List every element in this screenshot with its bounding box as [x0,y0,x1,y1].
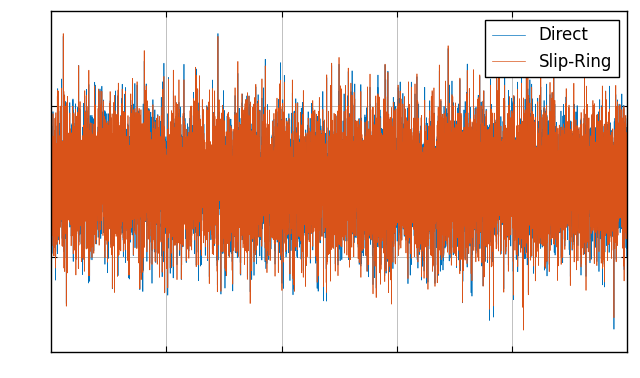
Direct [71,167,79,171]
Direct [82,196,90,200]
Slip-Ring [47,163,55,167]
Slip-Ring [520,328,527,332]
Slip-Ring [60,31,67,36]
Direct [50,206,58,211]
Direct [47,160,55,165]
Direct [593,164,600,168]
Direct [610,327,618,332]
Slip-Ring [82,179,90,183]
Legend: Direct, Slip-Ring: Direct, Slip-Ring [486,20,619,77]
Direct [329,155,337,160]
Direct [160,181,168,186]
Slip-Ring [329,135,337,140]
Slip-Ring [71,220,79,225]
Line: Direct: Direct [51,34,627,329]
Slip-Ring [593,113,600,118]
Slip-Ring [50,199,58,204]
Direct [623,155,631,160]
Slip-Ring [623,163,631,167]
Direct [214,31,222,36]
Slip-Ring [160,192,168,196]
Line: Slip-Ring: Slip-Ring [51,34,627,330]
